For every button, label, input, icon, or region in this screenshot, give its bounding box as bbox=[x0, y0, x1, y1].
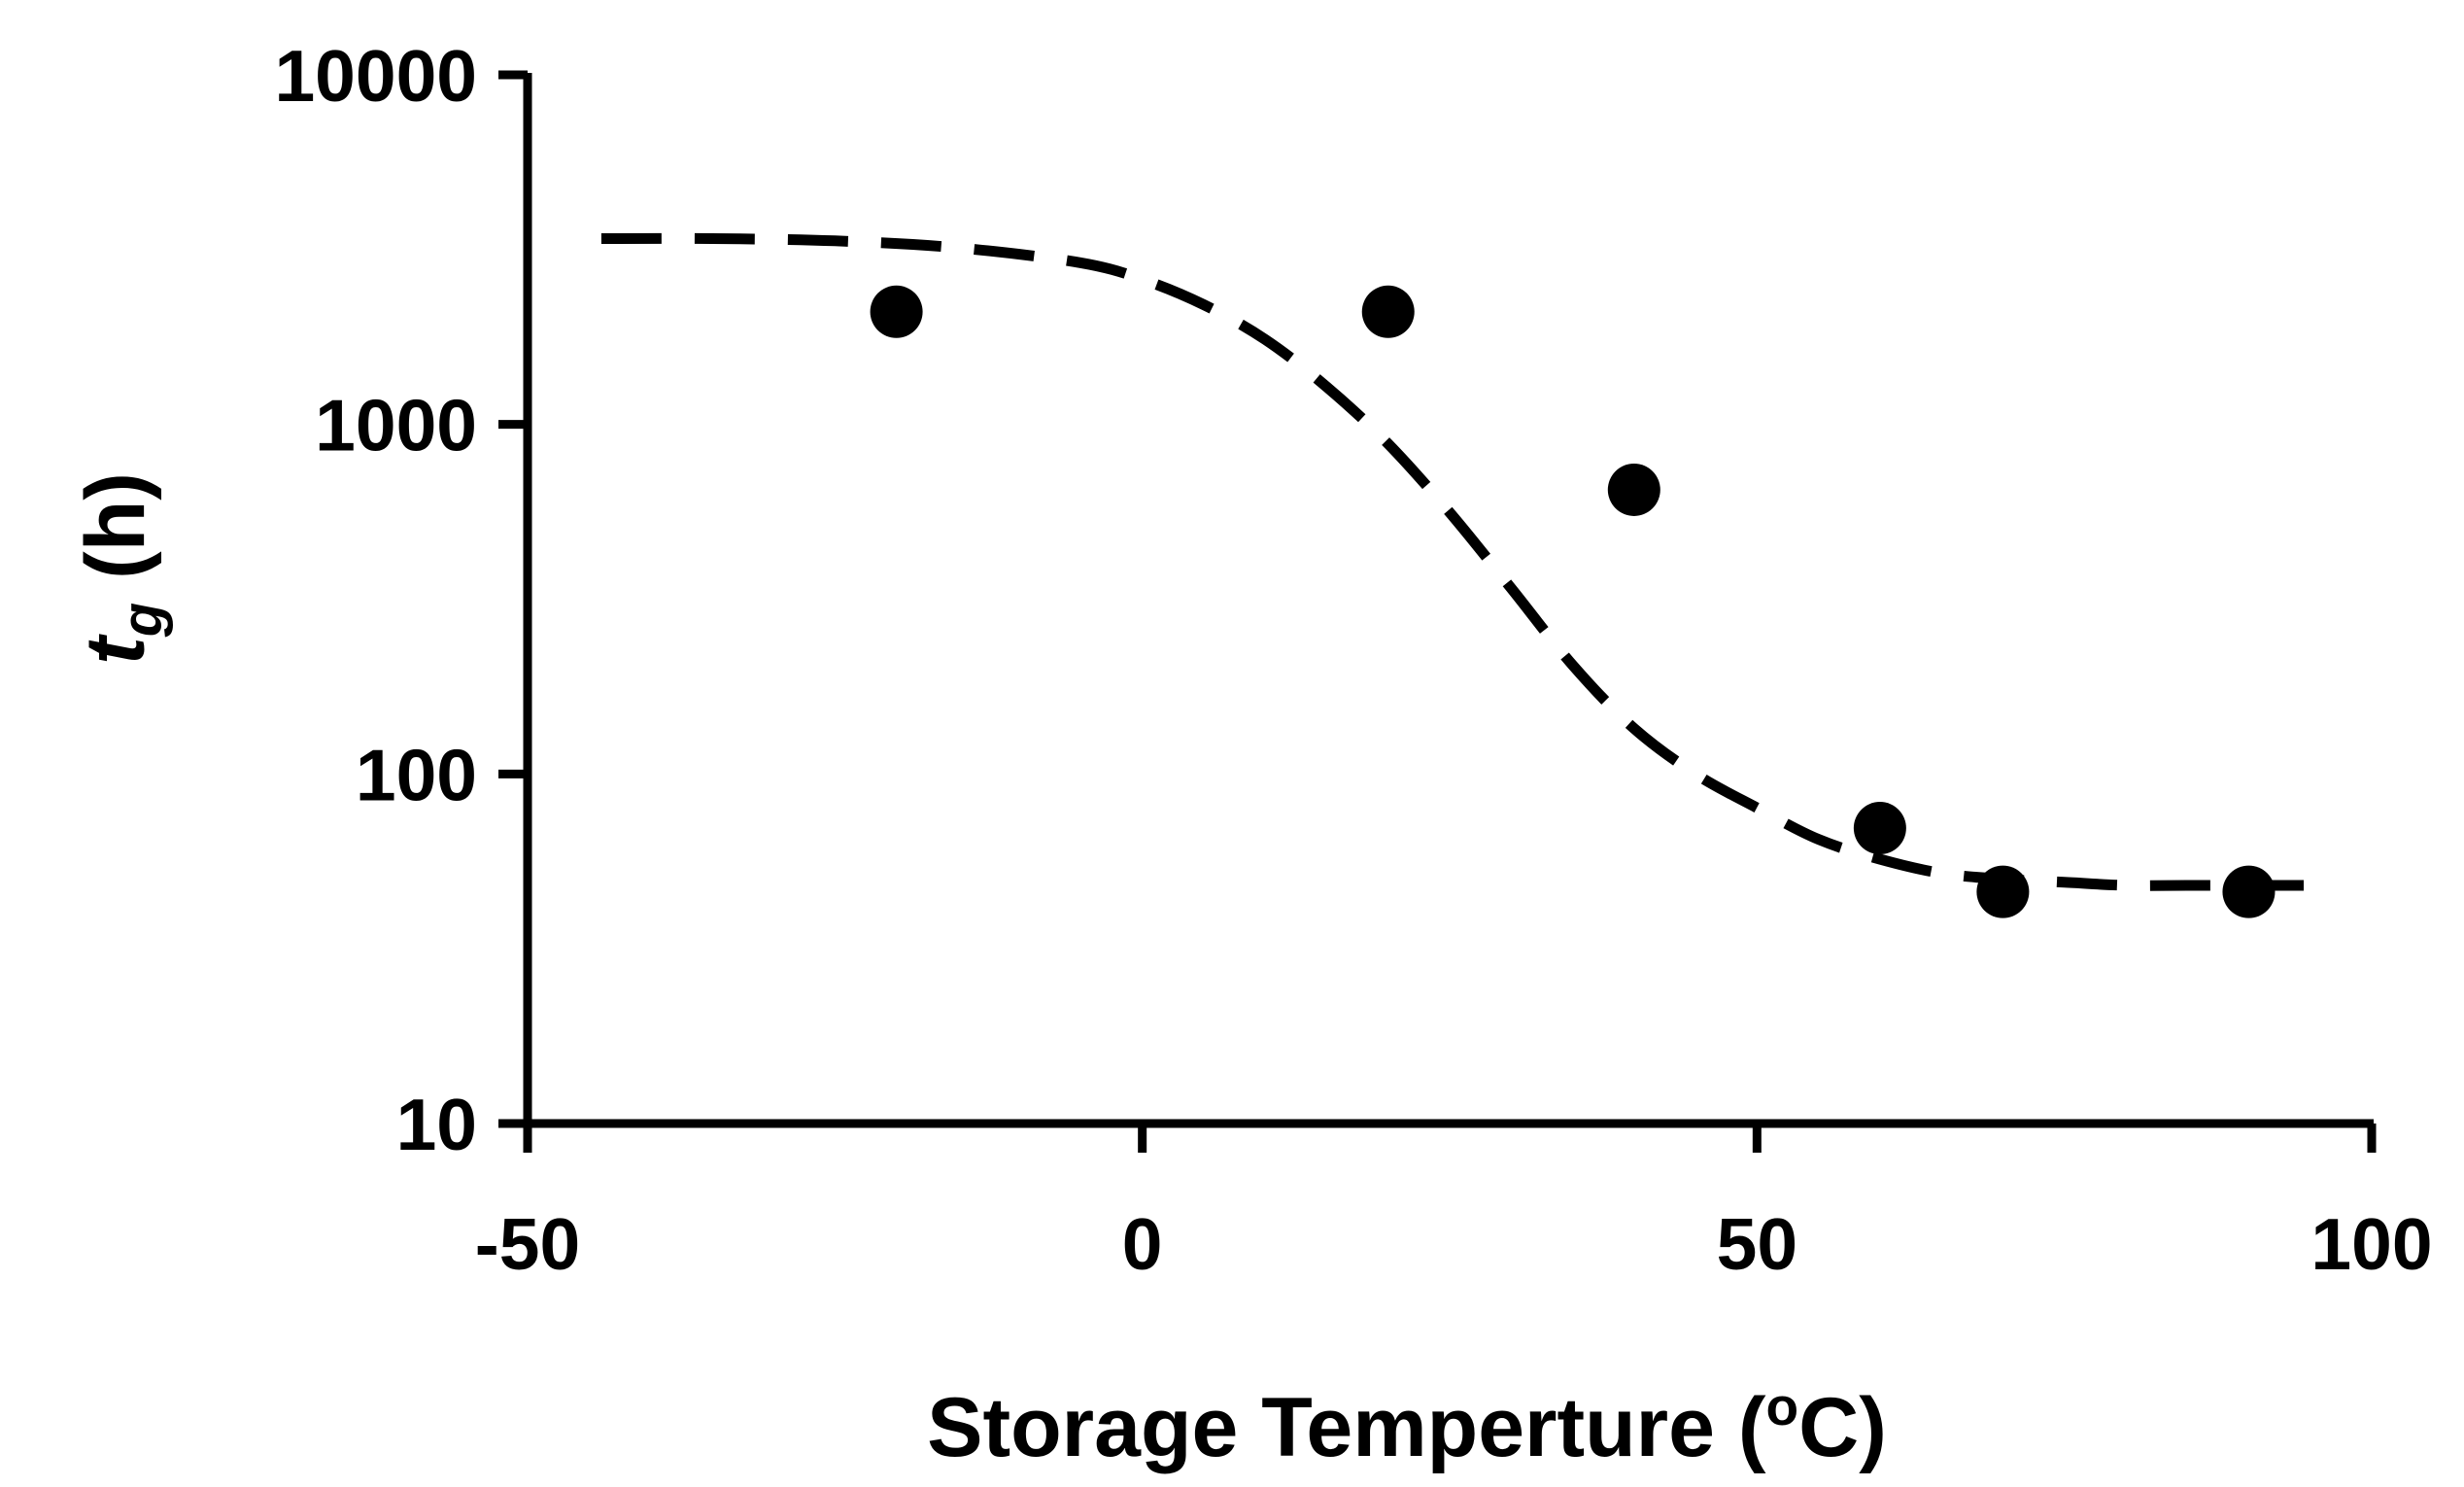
data-point bbox=[2222, 865, 2276, 918]
data-point bbox=[870, 285, 923, 338]
x-axis-title-superscript: o bbox=[1766, 1376, 1799, 1436]
y-tick-label: 10 bbox=[396, 1084, 477, 1165]
y-axis-title: tg (h) bbox=[69, 472, 174, 665]
y-axis-title-rest: (h) bbox=[69, 472, 162, 603]
x-axis-title-end: C) bbox=[1798, 1381, 1887, 1474]
points-layer bbox=[870, 285, 2276, 918]
y-axis-title-subscript: g bbox=[111, 603, 174, 638]
data-point bbox=[1853, 802, 1906, 855]
x-tick-label: 100 bbox=[2310, 1203, 2432, 1285]
data-point bbox=[1976, 865, 2030, 918]
x-tick-label: 0 bbox=[1122, 1203, 1163, 1285]
fit-line bbox=[600, 232, 2323, 891]
y-tick-label: 100 bbox=[356, 734, 477, 815]
x-tick-label: 50 bbox=[1717, 1203, 1797, 1285]
fit-line-layer bbox=[600, 232, 2323, 891]
tick-labels: 10 100 1000 10000 -50 0 50 100 bbox=[274, 35, 2432, 1285]
svg-text:tg (h): tg (h) bbox=[69, 472, 174, 665]
axes bbox=[498, 70, 2377, 1153]
y-tick-label: 1000 bbox=[315, 385, 477, 467]
x-axis-title: Storage Temperture (oC) bbox=[927, 1376, 1887, 1474]
y-axis-title-main: t bbox=[69, 634, 162, 665]
data-point bbox=[1607, 463, 1660, 516]
y-tick-label: 10000 bbox=[274, 35, 477, 117]
data-point bbox=[1361, 285, 1415, 338]
x-tick-label: -50 bbox=[475, 1203, 580, 1285]
